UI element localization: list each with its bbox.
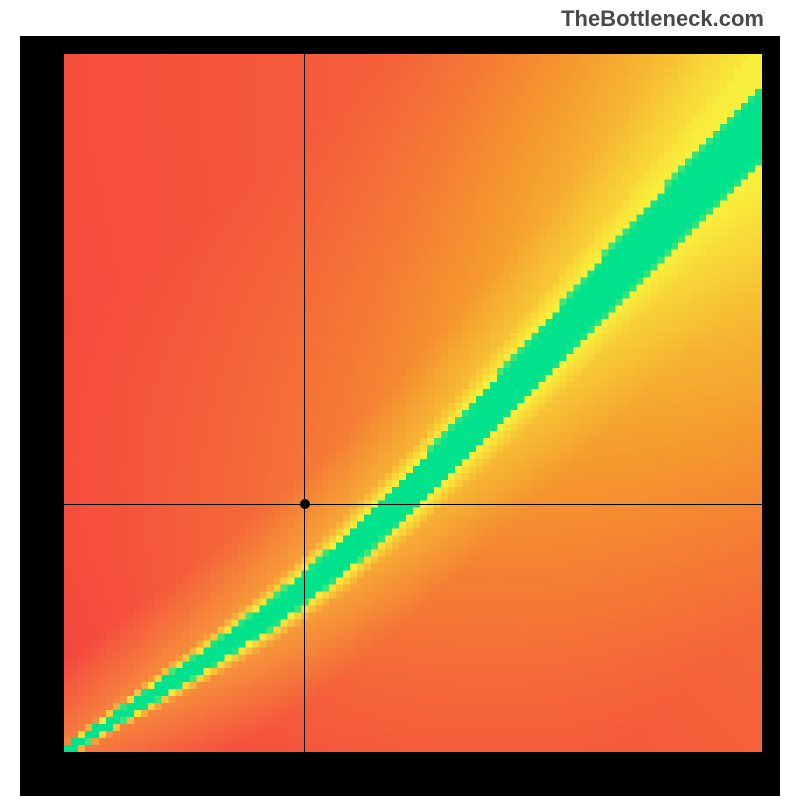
heatmap-canvas [64,54,762,752]
crosshair-horizontal [64,504,762,505]
marker-point [300,499,310,509]
plot-area [64,54,762,752]
crosshair-vertical [304,54,305,752]
bottleneck-heatmap [20,36,780,796]
attribution-text: TheBottleneck.com [561,6,764,32]
